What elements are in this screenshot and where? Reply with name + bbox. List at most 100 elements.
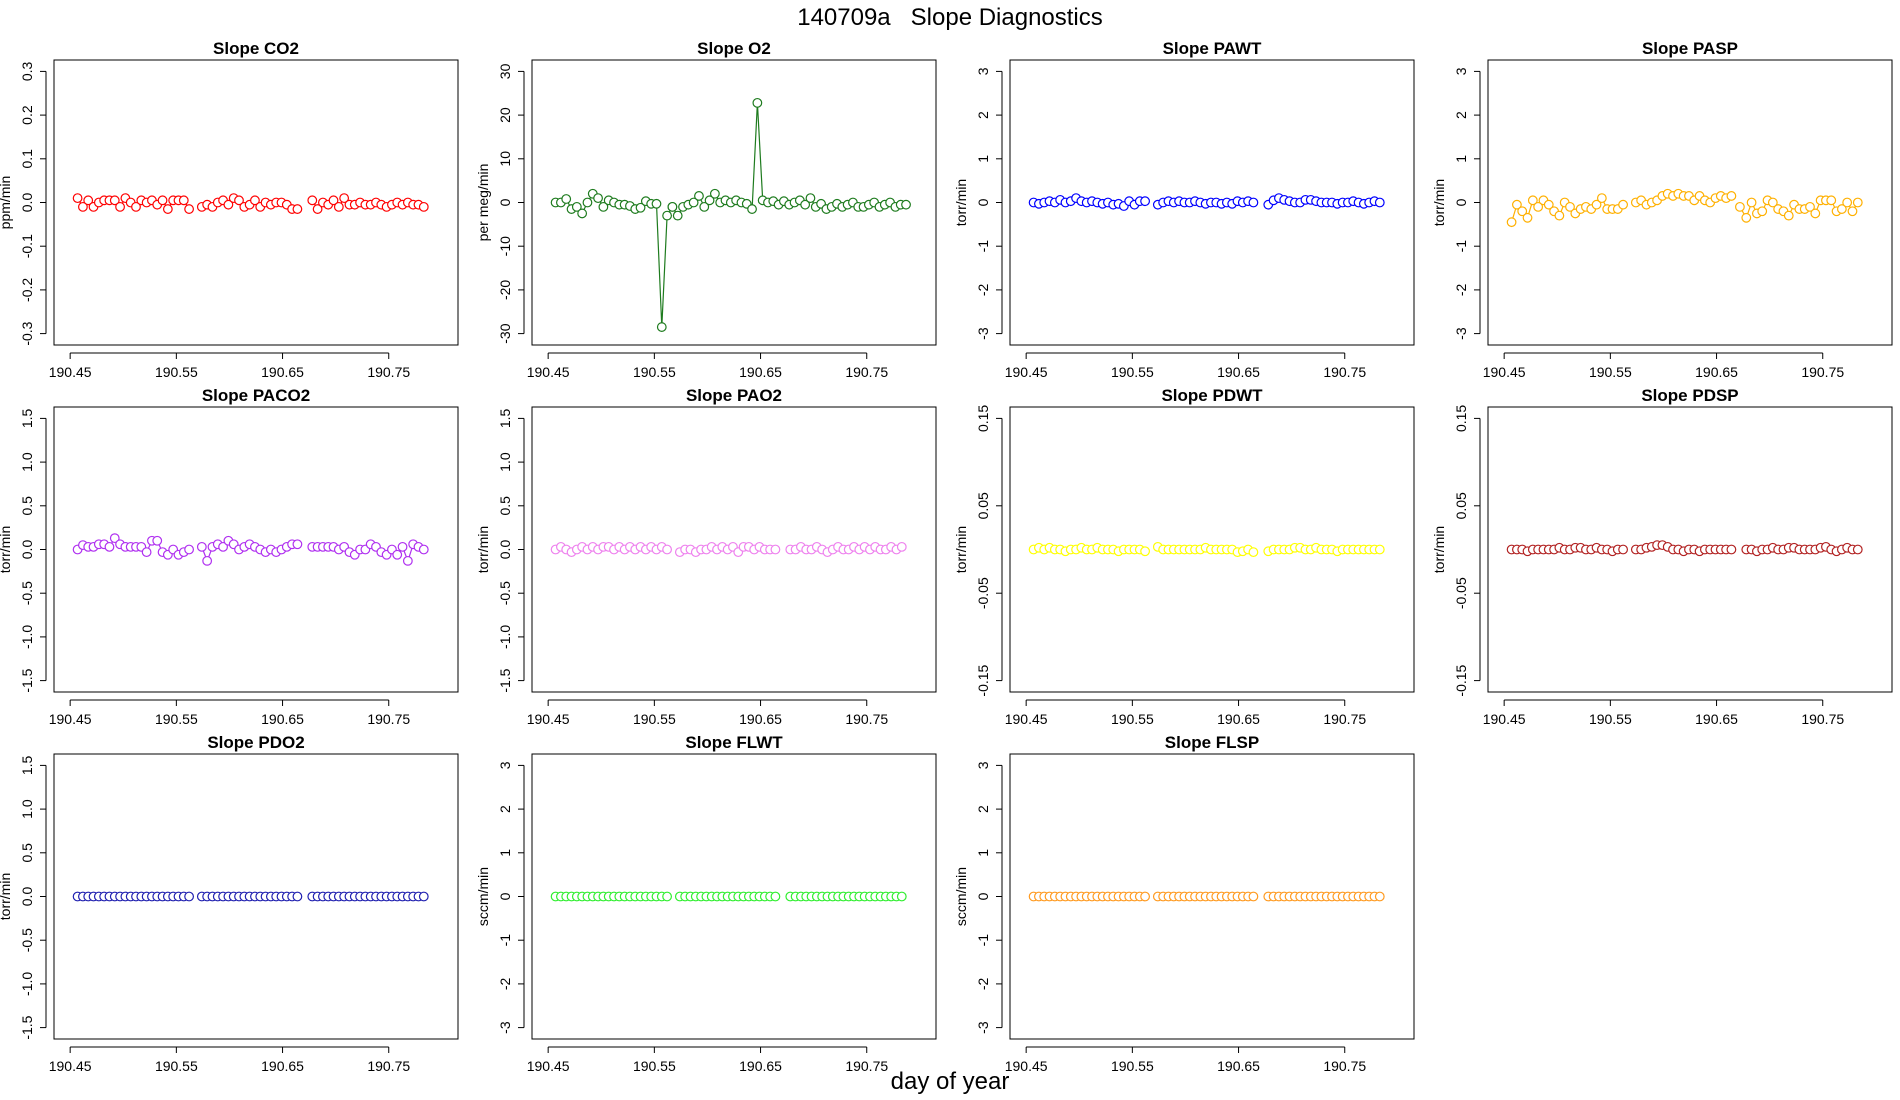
data-point xyxy=(896,541,907,552)
panel-slope-pdo2: Slope PDO2 torr/min 190.45 190.55 190.65 190.… xyxy=(0,733,459,1074)
y-tick-label: -1.0 xyxy=(497,625,513,649)
data-point xyxy=(1767,197,1778,208)
x-tick-label: 190.75 xyxy=(1801,364,1844,380)
y-tick-label: -0.15 xyxy=(975,664,991,696)
panel-slope-pao2: Slope PAO2 torr/min 190.45 190.55 190.65 190.… xyxy=(475,386,937,727)
data-point xyxy=(1618,199,1628,210)
data-point xyxy=(292,539,303,550)
data-point xyxy=(72,193,83,204)
panel-title: Slope PDWT xyxy=(1161,386,1263,405)
x-tick-label: 190.55 xyxy=(1589,364,1632,380)
data-point xyxy=(896,891,907,902)
data-point xyxy=(157,195,168,206)
x-tick-label: 190.55 xyxy=(633,1058,676,1074)
data-point xyxy=(109,533,120,544)
data-point xyxy=(571,201,582,212)
y-axis-title: per meg/min xyxy=(475,164,491,242)
x-tick-label: 190.55 xyxy=(1111,364,1154,380)
plot-frame xyxy=(53,59,459,346)
data-point xyxy=(747,204,757,214)
panel-slope-co2: Slope CO2 ppm/min 190.45 190.55 190.65 190.75… xyxy=(0,39,459,380)
y-axis-title: torr/min xyxy=(0,526,13,573)
plot-frame xyxy=(1009,406,1415,693)
data-point xyxy=(141,547,152,558)
x-tick-label: 190.75 xyxy=(1323,711,1366,727)
y-tick-label: 0.15 xyxy=(975,405,991,432)
data-point xyxy=(1554,210,1565,221)
panel-slope-o2: Slope O2 per meg/min 190.45 190.55 190.65 190… xyxy=(475,39,937,380)
data-point xyxy=(709,188,720,199)
panel-slope-pawt: Slope PAWT torr/min 190.45 190.55 190.65 190.… xyxy=(953,39,1415,380)
panel-slope-pdsp: Slope PDSP torr/min 190.45 190.55 190.65 190.… xyxy=(1431,386,1893,727)
y-tick-label: -0.05 xyxy=(975,577,991,609)
panel-slope-flsp: Slope FLSP sccm/min 190.45 190.55 190.65 190.… xyxy=(953,733,1415,1074)
y-tick-label: -3 xyxy=(497,1021,513,1034)
data-point xyxy=(704,195,715,206)
data-point xyxy=(418,201,429,212)
x-tick-label: 190.65 xyxy=(261,1058,304,1074)
data-point xyxy=(651,198,662,209)
x-tick-label: 190.75 xyxy=(845,711,888,727)
panel-title: Slope O2 xyxy=(697,39,771,58)
series-line xyxy=(735,102,906,211)
data-point xyxy=(339,193,350,204)
panel-slope-pasp: Slope PASP torr/min 190.45 190.55 190.65 190.… xyxy=(1431,39,1893,380)
y-tick-label: 1.0 xyxy=(19,452,35,472)
x-tick-label: 190.75 xyxy=(367,1058,410,1074)
data-point xyxy=(662,544,672,555)
y-tick-label: -2 xyxy=(1453,283,1469,296)
y-tick-label: 0.1 xyxy=(19,149,35,169)
y-tick-label: -3 xyxy=(1453,327,1469,340)
data-point xyxy=(1735,201,1745,212)
data-point xyxy=(333,201,344,212)
data-point xyxy=(1527,195,1538,206)
y-tick-label: 3 xyxy=(975,761,991,769)
y-tick-label: 0 xyxy=(497,198,513,206)
data-point xyxy=(312,204,323,214)
y-tick-label: -10 xyxy=(497,236,513,256)
y-tick-label: 0.0 xyxy=(497,540,513,560)
x-tick-label: 190.65 xyxy=(739,364,782,380)
data-point xyxy=(152,535,163,546)
data-point xyxy=(752,97,763,108)
x-tick-label: 190.65 xyxy=(1217,711,1260,727)
y-tick-label: -20 xyxy=(497,280,513,300)
figure-title: 140709a Slope Diagnostics xyxy=(797,4,1103,31)
x-tick-label: 190.55 xyxy=(1111,711,1154,727)
data-point xyxy=(577,208,588,219)
y-tick-label: -0.15 xyxy=(1453,664,1469,696)
data-point xyxy=(184,544,194,555)
x-tick-label: 190.75 xyxy=(1323,1058,1366,1074)
x-tick-label: 190.45 xyxy=(49,364,92,380)
data-point xyxy=(1248,547,1259,558)
y-tick-label: 1.0 xyxy=(19,799,35,819)
data-point xyxy=(1512,199,1522,210)
data-point xyxy=(1248,197,1259,208)
y-tick-label: 1.5 xyxy=(497,408,513,428)
data-point xyxy=(901,199,911,210)
panel-title: Slope PAO2 xyxy=(686,386,782,405)
data-point xyxy=(598,201,609,212)
x-tick-label: 190.45 xyxy=(1483,711,1526,727)
y-axis-title: torr/min xyxy=(953,179,969,226)
data-point xyxy=(78,201,88,212)
data-point xyxy=(1842,197,1853,208)
data-point xyxy=(328,195,339,206)
y-tick-label: -0.5 xyxy=(19,581,35,605)
panel-title: Slope FLSP xyxy=(1165,733,1259,752)
data-point xyxy=(561,194,572,204)
y-tick-label: 10 xyxy=(497,151,513,167)
data-point xyxy=(800,199,811,210)
data-point xyxy=(115,201,125,212)
x-tick-label: 190.55 xyxy=(633,364,676,380)
y-tick-label: 0 xyxy=(1453,198,1469,206)
y-tick-label: 0 xyxy=(497,892,513,900)
x-tick-label: 190.45 xyxy=(527,1058,570,1074)
y-tick-label: 0.0 xyxy=(19,540,35,560)
data-point xyxy=(184,204,194,214)
data-point xyxy=(1522,212,1533,223)
data-point xyxy=(202,555,213,566)
data-point xyxy=(1140,196,1150,207)
data-point xyxy=(656,322,667,332)
y-axis-title: ppm/min xyxy=(0,176,13,230)
